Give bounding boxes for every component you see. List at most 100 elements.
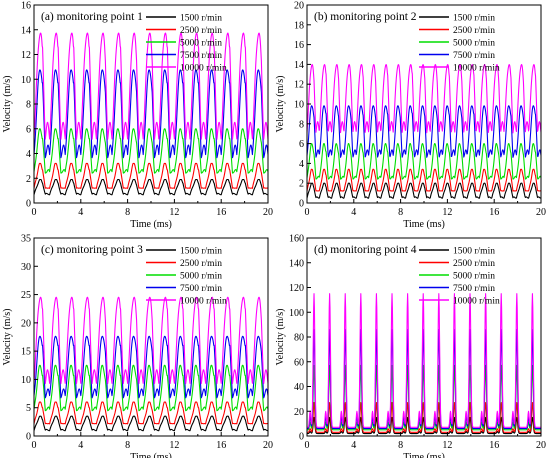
x-tick-label: 4	[78, 440, 83, 451]
y-tick-label: 160	[289, 234, 304, 245]
x-tick-label: 0	[305, 440, 310, 451]
y-axis-label: Velocity (m/s)	[2, 309, 13, 366]
legend-label-1500-r-min: 1500 r/min	[180, 247, 222, 257]
series-line-7500-r-min	[306, 105, 542, 158]
legend: 1500 r/min 2500 r/min 5000 r/min 7500 r/min…	[146, 14, 227, 74]
y-tick-label: 0	[26, 432, 31, 443]
series-line-1500-r-min	[306, 182, 542, 199]
legend-label-7500-r-min: 7500 r/min	[453, 284, 495, 294]
y-tick-label: 80	[294, 333, 304, 344]
y-tick-label: 0	[26, 199, 31, 210]
y-tick-label: 15	[21, 347, 31, 358]
series-line-2500-r-min	[306, 168, 542, 192]
y-tick-label: 0	[299, 199, 304, 210]
y-tick-label: 14	[294, 60, 304, 71]
y-tick-label: 8	[299, 119, 304, 130]
legend-label-2500-r-min: 2500 r/min	[453, 26, 495, 36]
y-tick-label: 20	[294, 407, 304, 418]
legend-label-7500-r-min: 7500 r/min	[180, 51, 222, 61]
x-tick-label: 4	[78, 207, 83, 218]
x-tick-label: 16	[489, 207, 499, 218]
legend: 1500 r/min 2500 r/min 5000 r/min 7500 r/min…	[419, 247, 500, 307]
panel-a-monitoring-point-1: 0 4 8 12 16 20 0 2 4 6 8 10 12 14 16 Time (ms) Velocity …	[2, 1, 273, 231]
x-tick-label: 8	[125, 207, 130, 218]
x-tick-label: 12	[442, 440, 452, 451]
series-line-10000-r-min	[33, 32, 269, 140]
x-tick-label: 20	[263, 207, 273, 218]
legend-label-7500-r-min: 7500 r/min	[180, 284, 222, 294]
x-tick-label: 16	[216, 207, 226, 218]
x-tick-label: 0	[305, 207, 310, 218]
y-tick-label: 40	[294, 382, 304, 393]
series-group	[306, 63, 542, 199]
y-tick-label: 6	[299, 139, 304, 150]
x-axis-label: Time (ms)	[130, 452, 172, 458]
x-tick-label: 8	[398, 207, 403, 218]
y-tick-label: 10	[21, 75, 31, 86]
legend: 1500 r/min 2500 r/min 5000 r/min 7500 r/min…	[419, 14, 500, 74]
y-tick-label: 10	[294, 100, 304, 111]
y-tick-label: 20	[294, 1, 304, 12]
panel-title: (b) monitoring point 2	[314, 11, 417, 23]
y-tick-label: 30	[21, 262, 31, 273]
legend-label-1500-r-min: 1500 r/min	[453, 247, 495, 257]
x-tick-label: 8	[398, 440, 403, 451]
legend-label-10000-r-min: 10000 r/min	[180, 64, 227, 74]
y-axis-label: Velocity (m/s)	[2, 76, 13, 133]
y-tick-label: 16	[294, 40, 304, 51]
legend-label-7500-r-min: 7500 r/min	[453, 51, 495, 61]
series-line-2500-r-min	[306, 402, 542, 433]
x-tick-label: 16	[489, 440, 499, 451]
y-tick-label: 4	[26, 149, 31, 160]
series-line-10000-r-min	[306, 63, 542, 134]
y-tick-label: 8	[26, 100, 31, 111]
legend-label-5000-r-min: 5000 r/min	[453, 39, 495, 49]
series-line-5000-r-min	[306, 143, 542, 180]
x-tick-label: 12	[169, 440, 179, 451]
x-tick-label: 4	[351, 207, 356, 218]
panel-b-monitoring-point-2: 0 4 8 12 16 20 0 2 4 6 8 10 12 14 16 18 20 Time (ms) Veloc…	[275, 1, 546, 231]
legend-label-10000-r-min: 10000 r/min	[180, 297, 227, 307]
x-tick-label: 16	[216, 440, 226, 451]
y-tick-label: 60	[294, 357, 304, 368]
x-tick-label: 8	[125, 440, 130, 451]
x-tick-label: 20	[263, 440, 273, 451]
series-line-1500-r-min	[33, 415, 269, 432]
y-tick-label: 12	[294, 80, 304, 91]
panel-title: (c) monitoring point 3	[41, 244, 143, 256]
legend-label-2500-r-min: 2500 r/min	[180, 259, 222, 269]
y-tick-label: 2	[299, 179, 304, 190]
y-axis-label: Velocity (m/s)	[275, 309, 286, 366]
y-tick-label: 18	[294, 20, 304, 31]
series-line-5000-r-min	[33, 128, 269, 174]
y-tick-label: 6	[26, 124, 31, 135]
series-line-10000-r-min	[33, 296, 269, 385]
series-group	[306, 293, 542, 435]
y-tick-label: 12	[21, 50, 31, 61]
legend-label-5000-r-min: 5000 r/min	[453, 272, 495, 282]
series-line-5000-r-min	[33, 364, 269, 412]
x-tick-label: 4	[351, 440, 356, 451]
x-axis-label: Time (ms)	[403, 219, 445, 230]
y-axis-label: Velocity (m/s)	[275, 76, 286, 133]
series-line-7500-r-min	[33, 69, 269, 159]
legend-label-1500-r-min: 1500 r/min	[180, 14, 222, 24]
legend-label-2500-r-min: 2500 r/min	[180, 26, 222, 36]
x-axis-label: Time (ms)	[403, 452, 445, 458]
x-tick-label: 20	[536, 440, 546, 451]
series-group	[33, 296, 269, 432]
x-tick-label: 12	[169, 207, 179, 218]
x-tick-label: 20	[536, 207, 546, 218]
y-tick-label: 100	[289, 308, 304, 319]
series-line-2500-r-min	[33, 162, 269, 189]
y-tick-label: 16	[21, 1, 31, 12]
y-tick-label: 5	[26, 403, 31, 414]
y-tick-label: 25	[21, 290, 31, 301]
y-tick-label: 0	[299, 432, 304, 443]
y-tick-label: 14	[21, 25, 31, 36]
legend-label-10000-r-min: 10000 r/min	[453, 64, 500, 74]
y-tick-label: 35	[21, 234, 31, 245]
y-tick-label: 140	[289, 258, 304, 269]
panel-title: (a) monitoring point 1	[41, 11, 143, 23]
x-axis-label: Time (ms)	[130, 219, 172, 230]
